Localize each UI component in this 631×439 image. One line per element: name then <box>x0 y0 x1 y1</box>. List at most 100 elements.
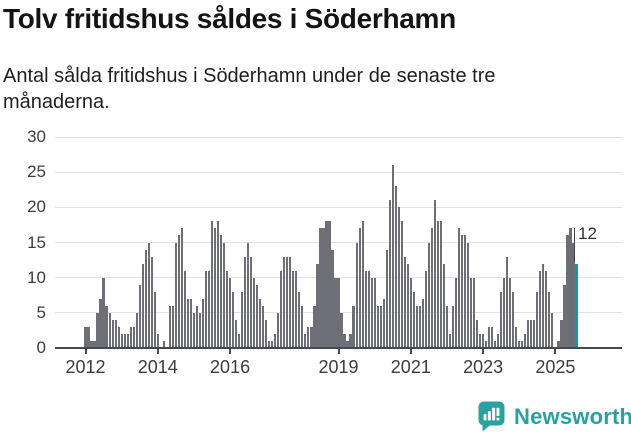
bar <box>250 256 253 348</box>
bar <box>238 333 241 348</box>
bar <box>436 221 440 348</box>
latest-value-annotation: 12 <box>578 224 597 243</box>
bar <box>295 270 298 348</box>
bar <box>204 270 208 348</box>
bar <box>439 221 443 348</box>
bar <box>355 242 358 348</box>
bar <box>382 298 385 348</box>
bar <box>563 284 566 348</box>
x-axis-tick-label: 2019 <box>318 357 359 377</box>
bar <box>168 305 171 348</box>
bar <box>424 270 427 348</box>
bar <box>120 333 123 348</box>
x-axis-tick-label: 2012 <box>65 357 106 377</box>
bar-highlighted <box>574 263 579 348</box>
bar <box>469 277 473 348</box>
chart-subtitle: Antal sålda fritidshus i Söderhamn under… <box>3 63 496 115</box>
bar <box>388 200 391 348</box>
bar <box>304 333 307 348</box>
bar <box>277 312 280 348</box>
bar <box>90 340 93 348</box>
gridline <box>55 136 622 138</box>
bar <box>530 319 533 348</box>
bar <box>289 256 292 348</box>
x-axis-tick-label: 2021 <box>390 357 431 377</box>
newsworthy-logo-text: Newsworthy <box>514 403 631 429</box>
bar <box>180 228 183 348</box>
bar <box>292 270 295 348</box>
bar <box>198 312 202 348</box>
bar <box>545 270 548 348</box>
bar <box>283 256 286 348</box>
bar <box>87 326 90 348</box>
bar <box>195 305 199 348</box>
bar <box>334 277 337 348</box>
bar <box>307 326 310 348</box>
bar <box>93 340 96 348</box>
bar <box>259 298 262 348</box>
bar <box>391 165 394 348</box>
bar <box>418 305 421 348</box>
bar <box>322 228 325 348</box>
bar <box>102 277 105 348</box>
bar <box>466 242 470 348</box>
bar <box>566 235 569 348</box>
bar <box>280 270 283 348</box>
subtitle-line-2: månaderna. <box>3 91 110 113</box>
bar <box>141 263 144 348</box>
bar <box>515 326 518 348</box>
bar <box>497 333 500 348</box>
x-axis-tick <box>337 348 340 354</box>
bar <box>247 242 250 348</box>
bar <box>560 319 563 348</box>
bar <box>162 340 165 348</box>
x-axis-tick-label: 2023 <box>463 357 504 377</box>
bar <box>488 326 491 348</box>
bar <box>174 242 177 348</box>
bar <box>451 305 455 348</box>
bar <box>542 263 545 348</box>
newsworthy-logo[interactable]: Newsworthy <box>478 401 631 432</box>
bar <box>500 291 503 348</box>
y-axis-label: 20 <box>27 197 46 217</box>
bar <box>527 319 530 348</box>
bar <box>153 291 156 348</box>
bar <box>108 312 111 348</box>
bar <box>286 256 289 348</box>
y-axis-label: 30 <box>27 127 46 146</box>
bar <box>96 312 99 348</box>
bar <box>337 277 340 348</box>
x-axis-tick <box>229 348 232 354</box>
bar <box>457 228 461 348</box>
bar <box>518 340 521 348</box>
bar <box>412 291 415 348</box>
bar <box>415 305 418 348</box>
bar <box>325 221 328 348</box>
bar <box>216 221 220 348</box>
bar <box>117 326 120 348</box>
bar <box>225 270 229 348</box>
bar <box>183 270 186 348</box>
bar <box>244 256 247 348</box>
bar <box>213 228 217 348</box>
bar <box>201 298 205 348</box>
bar <box>557 340 560 348</box>
newsworthy-logo-icon <box>478 401 505 432</box>
bar <box>340 312 343 348</box>
bar <box>262 305 265 348</box>
bar <box>343 333 346 348</box>
y-axis-label: 5 <box>36 302 46 322</box>
bar <box>274 333 277 348</box>
bar <box>235 319 238 348</box>
bar <box>361 221 364 348</box>
bar <box>268 340 271 348</box>
y-axis-label: 10 <box>27 267 46 287</box>
y-axis-label: 15 <box>27 232 46 252</box>
gridline <box>55 242 622 243</box>
gridline <box>55 171 622 173</box>
chart-title: Tolv fritidshus såldes i Söderhamn <box>3 3 456 34</box>
bar <box>379 305 382 348</box>
bar <box>406 263 409 348</box>
bar <box>349 333 352 348</box>
